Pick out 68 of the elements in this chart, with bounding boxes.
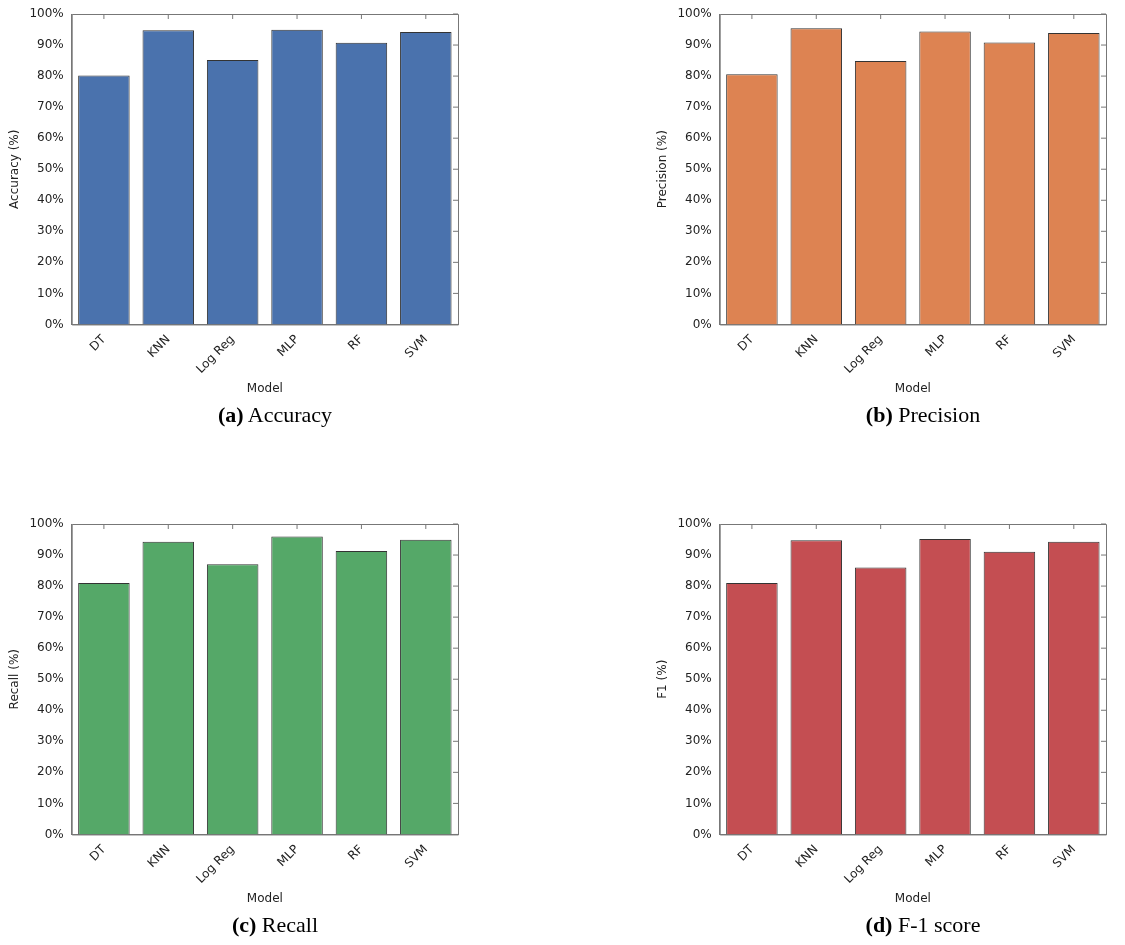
y-tick-label: 50%	[37, 671, 64, 686]
y-tick-label: 80%	[685, 578, 712, 593]
y-axis-title: F1 (%)	[655, 659, 670, 699]
y-axis-title: Precision (%)	[655, 130, 670, 209]
y-tick-label: 100%	[29, 516, 64, 531]
y-tick-label: 20%	[685, 764, 712, 779]
y-tick-label: 40%	[685, 702, 712, 717]
y-tick-label: 60%	[685, 130, 712, 145]
y-tick-label: 0%	[44, 316, 64, 331]
x-axis-title: Model	[246, 890, 283, 905]
x-tick-label: RF	[345, 331, 366, 353]
y-tick-label: 100%	[29, 6, 64, 21]
y-tick-label: 80%	[37, 578, 64, 593]
y-tick-label: 80%	[685, 68, 712, 83]
x-tick-label: RF	[993, 841, 1014, 863]
text: (d) F-1 score	[864, 912, 982, 938]
x-tick-label: DT	[734, 841, 757, 864]
x-tick-label: Log Reg	[841, 841, 885, 886]
y-tick-label: 50%	[685, 671, 712, 686]
y-tick-label: 100%	[677, 6, 712, 21]
x-tick-label: Log Reg	[193, 331, 237, 376]
y-tick-label: 0%	[44, 826, 64, 841]
y-tick-label: 70%	[37, 609, 64, 624]
y-tick-label: 90%	[37, 37, 64, 52]
y-tick-label: 80%	[37, 68, 64, 83]
y-tick-label: 30%	[37, 223, 64, 238]
y-axis-title: Recall (%)	[7, 649, 22, 710]
y-tick-label: 20%	[685, 254, 712, 269]
y-tick-label: 40%	[37, 702, 64, 717]
y-tick-label: 70%	[685, 99, 712, 114]
y-tick-label: 10%	[37, 795, 64, 810]
x-tick-label: Log Reg	[841, 331, 885, 376]
x-tick-label: DT	[734, 331, 757, 354]
y-tick-label: 40%	[37, 192, 64, 207]
y-tick-label: 90%	[37, 547, 64, 562]
y-tick-label: 40%	[685, 192, 712, 207]
text: (b) Precision	[864, 402, 982, 428]
x-axis-title: Model	[894, 890, 931, 905]
y-tick-label: 60%	[37, 130, 64, 145]
y-tick-label: 30%	[685, 223, 712, 238]
y-tick-label: 50%	[37, 161, 64, 176]
x-tick-label: DT	[86, 841, 109, 864]
y-tick-label: 60%	[685, 640, 712, 655]
text: (a) Accuracy	[216, 402, 334, 428]
y-tick-label: 10%	[685, 795, 712, 810]
y-tick-label: 30%	[37, 733, 64, 748]
text: (c) Recall	[230, 912, 320, 938]
y-tick-label: 60%	[37, 640, 64, 655]
x-axis-title: Model	[894, 380, 931, 395]
y-tick-label: 20%	[37, 254, 64, 269]
x-tick-label: DT	[86, 331, 109, 354]
x-tick-label: RF	[345, 841, 366, 863]
y-tick-label: 30%	[685, 733, 712, 748]
y-tick-label: 0%	[692, 826, 712, 841]
y-tick-label: 20%	[37, 764, 64, 779]
x-tick-label: Log Reg	[193, 841, 237, 886]
y-tick-label: 10%	[685, 285, 712, 300]
y-tick-label: 10%	[37, 285, 64, 300]
y-tick-label: 70%	[37, 99, 64, 114]
y-axis-title: Accuracy (%)	[7, 129, 22, 209]
y-tick-label: 100%	[677, 516, 712, 531]
x-tick-label: RF	[993, 331, 1014, 353]
y-tick-label: 50%	[685, 161, 712, 176]
y-tick-label: 90%	[685, 37, 712, 52]
y-tick-label: 70%	[685, 609, 712, 624]
y-tick-label: 0%	[692, 316, 712, 331]
x-axis-title: Model	[246, 380, 283, 395]
y-tick-label: 90%	[685, 547, 712, 562]
